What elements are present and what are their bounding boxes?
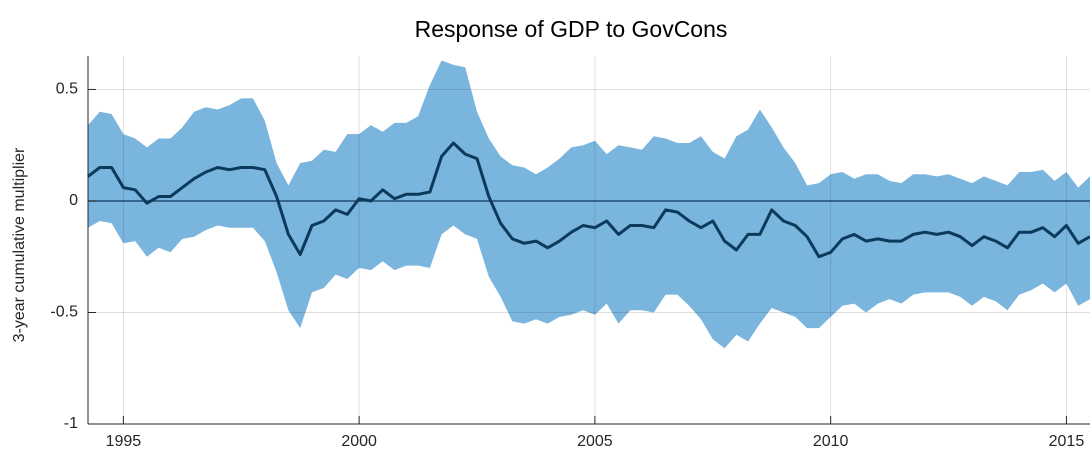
x-tick-label: 2005: [577, 433, 613, 450]
x-tick-label: 1995: [106, 433, 142, 450]
y-tick-label: 0: [69, 192, 78, 209]
x-tick-label: 2015: [1049, 433, 1085, 450]
x-tick-label: 2010: [813, 433, 849, 450]
chart-title: Response of GDP to GovCons: [415, 16, 728, 42]
x-tick-label: 2000: [341, 433, 377, 450]
series-line: [87, 141, 1090, 259]
y-tick-label: -0.5: [50, 304, 78, 321]
y-axis-label: 3-year cumulative multiplier: [11, 147, 28, 342]
confidence-band: [88, 60, 1090, 349]
y-tick-label: -1: [64, 415, 78, 432]
y-tick-label: 0.5: [56, 81, 78, 98]
